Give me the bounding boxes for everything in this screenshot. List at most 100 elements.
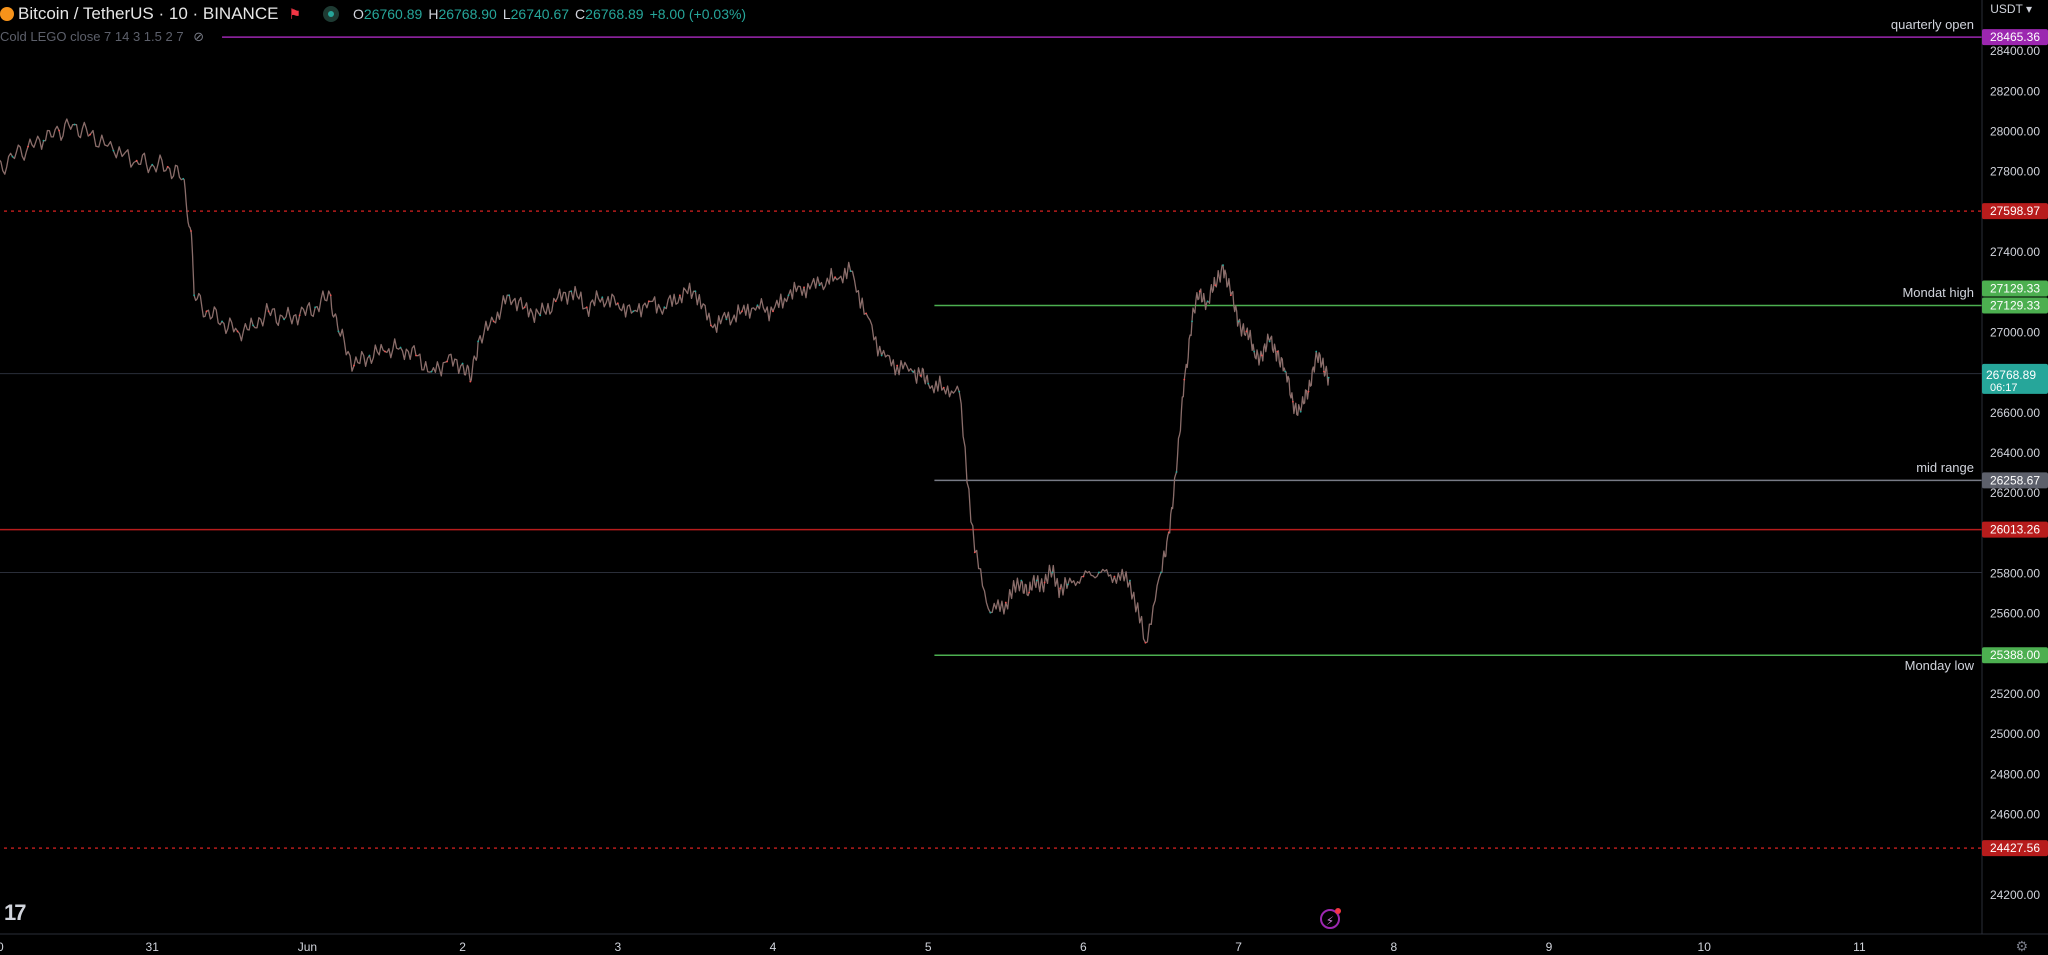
price-point — [27, 145, 29, 148]
y-tick-label: 26400.00 — [1990, 446, 2040, 460]
ohlc-high-key: H — [428, 6, 439, 22]
ohlc-low: 26740.67 — [510, 6, 570, 22]
price-point — [1066, 583, 1069, 586]
price-point — [353, 364, 355, 367]
last-price-text: 26768.89 — [1986, 368, 2036, 382]
price-point — [1222, 264, 1224, 267]
price-point — [834, 276, 836, 279]
ohlc-high: 26768.90 — [438, 6, 497, 22]
price-point — [1214, 284, 1217, 287]
price-point — [221, 320, 223, 323]
price-point — [973, 551, 976, 554]
y-tick-label: 27000.00 — [1990, 325, 2040, 339]
price-point — [135, 159, 138, 162]
price-point — [508, 294, 511, 297]
x-tick-label: 6 — [1080, 940, 1087, 954]
price-point — [42, 139, 45, 142]
y-tick-label: 28000.00 — [1990, 125, 2040, 139]
level-price-text: 24427.56 — [1990, 841, 2040, 855]
level-price-text: 27129.33 — [1990, 281, 2040, 295]
price-point — [570, 290, 573, 293]
level-price-text: 26013.26 — [1990, 523, 2040, 537]
y-tick-label: 26600.00 — [1990, 406, 2040, 420]
y-tick-label: 25800.00 — [1990, 566, 2040, 580]
price-point — [298, 314, 301, 317]
price-point — [1307, 390, 1310, 393]
settings-gear-icon[interactable]: ⚙ — [2015, 938, 2028, 954]
price-axis[interactable]: 28400.00 28200.00 28000.00 27800.00 27400.00… — [1981, 0, 2048, 934]
indicator-legend[interactable]: Cold LEGO close 7 14 3 1.5 2 7 ⊘ — [0, 29, 204, 45]
level-price-text: 25388.00 — [1990, 648, 2040, 662]
level-label: Mondat high — [1902, 285, 1974, 301]
price-point — [182, 177, 185, 180]
price-point — [958, 390, 961, 393]
price-point — [539, 314, 542, 317]
price-point — [1284, 370, 1287, 373]
level-label: Monday low — [1904, 658, 1974, 674]
price-point — [430, 370, 433, 373]
price-point — [1237, 320, 1240, 323]
price-point — [1268, 340, 1271, 343]
price-point — [1004, 601, 1007, 604]
ohlc-close: 26768.89 — [585, 6, 644, 22]
price-point — [1129, 579, 1131, 582]
price-point — [190, 230, 192, 232]
indicator-label: Cold LEGO close 7 14 3 1.5 2 7 — [0, 29, 184, 44]
y-tick-label: 24800.00 — [1990, 767, 2040, 781]
price-point — [1292, 400, 1294, 403]
x-tick-label: 9 — [1546, 940, 1553, 954]
level-price-text: 28465.36 — [1990, 30, 2040, 44]
price-point — [1315, 350, 1318, 353]
price-point — [89, 133, 92, 136]
x-tick-label: 30 — [0, 940, 4, 954]
level-price-tag — [1982, 280, 2048, 297]
y-tick-label: 24600.00 — [1990, 807, 2040, 821]
price-point — [1206, 300, 1209, 303]
price-point — [1253, 350, 1256, 353]
ohlc-values: O26760.89 H26768.90 L26740.67 C26768.89 … — [353, 6, 746, 22]
price-point — [236, 330, 239, 333]
level-price-tag — [1982, 840, 2048, 857]
price-point — [1028, 591, 1030, 594]
price-point — [112, 149, 115, 152]
tradingview-logo-icon[interactable]: 17 — [4, 900, 27, 925]
level-label: quarterly open — [1890, 17, 1974, 33]
price-point — [1276, 350, 1279, 353]
level-price-tag — [1982, 472, 2048, 489]
flag-icon[interactable]: ⚑ — [288, 5, 302, 22]
price-point — [787, 294, 790, 297]
price-point — [1260, 354, 1263, 357]
lightning-icon[interactable]: ⚡ — [1320, 908, 1341, 929]
price-point — [585, 306, 588, 309]
price-point — [741, 310, 743, 313]
price-point — [477, 340, 480, 343]
ohlc-open: 26760.89 — [363, 6, 423, 22]
x-tick-label: 3 — [614, 940, 621, 954]
price-point — [1323, 370, 1325, 373]
level-price-tag — [1982, 521, 2048, 538]
symbol-title[interactable]: Bitcoin / TetherUS · 10 · BINANCE — [18, 4, 279, 23]
hidden-eye-icon[interactable]: ⊘ — [193, 29, 205, 44]
currency-button[interactable]: USDT ▾ — [1990, 2, 2032, 16]
x-tick-label: 5 — [925, 940, 932, 954]
x-tick-label: Jun — [298, 940, 317, 954]
y-tick-label: 25200.00 — [1990, 687, 2040, 701]
time-axis[interactable]: 30 31 Jun 2 3 4 5 6 7 8 9 10 11 — [0, 933, 2048, 954]
y-tick-label: 24200.00 — [1990, 888, 2040, 902]
price-point — [927, 382, 930, 385]
x-tick-label: 7 — [1235, 940, 1242, 954]
price-point — [384, 350, 386, 353]
price-point — [461, 362, 464, 365]
price-point — [314, 306, 317, 309]
price-point — [1160, 571, 1162, 574]
price-point — [252, 324, 254, 327]
price-point — [942, 386, 945, 389]
price-point — [818, 284, 821, 287]
price-point — [1245, 330, 1248, 333]
price-point — [1167, 531, 1170, 534]
market-status-icon[interactable] — [323, 6, 340, 22]
y-tick-label: 25000.00 — [1990, 727, 2040, 741]
price-point — [616, 302, 619, 305]
price-point — [880, 354, 883, 357]
